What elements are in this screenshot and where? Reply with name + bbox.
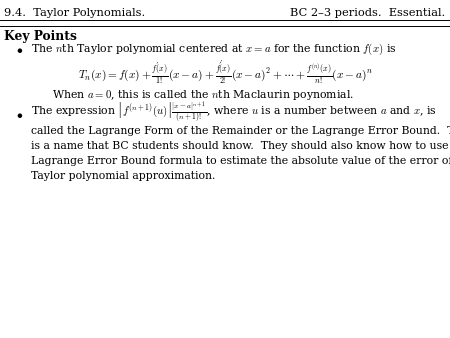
Text: Taylor polynomial approximation.: Taylor polynomial approximation. xyxy=(31,171,215,181)
Text: The expression $\left|f^{(n+1)}(u)\right|\frac{|x-a|^{n+1}}{(n+1)!}$, where $u$ : The expression $\left|f^{(n+1)}(u)\right… xyxy=(31,100,436,125)
Text: The $n$th Taylor polynomial centered at $x=a$ for the function $f(x)$ is: The $n$th Taylor polynomial centered at … xyxy=(31,41,396,57)
Text: $\bullet$: $\bullet$ xyxy=(16,108,23,121)
Text: BC 2–3 periods.  Essential.: BC 2–3 periods. Essential. xyxy=(290,8,446,18)
Text: $\bullet$: $\bullet$ xyxy=(16,43,23,55)
Text: 9.4.  Taylor Polynomials.: 9.4. Taylor Polynomials. xyxy=(4,8,146,18)
Text: $T_n(x) = f(x) + \frac{f\'(x)}{1!}(x-a) + \frac{f\'\'(x)}{2!}(x-a)^2 + \cdots + : $T_n(x) = f(x) + \frac{f\'(x)}{1!}(x-a) … xyxy=(77,59,373,87)
Text: When $a=0$, this is called the $n$th Maclaurin poynomial.: When $a=0$, this is called the $n$th Mac… xyxy=(52,88,354,102)
Text: Lagrange Error Bound formula to estimate the absolute value of the error of a: Lagrange Error Bound formula to estimate… xyxy=(31,156,450,166)
Text: called the Lagrange Form of the Remainder or the Lagrange Error Bound.  This: called the Lagrange Form of the Remainde… xyxy=(31,126,450,136)
Text: is a name that BC students should know.  They should also know how to use the: is a name that BC students should know. … xyxy=(31,141,450,151)
Text: Key Points: Key Points xyxy=(4,30,77,43)
